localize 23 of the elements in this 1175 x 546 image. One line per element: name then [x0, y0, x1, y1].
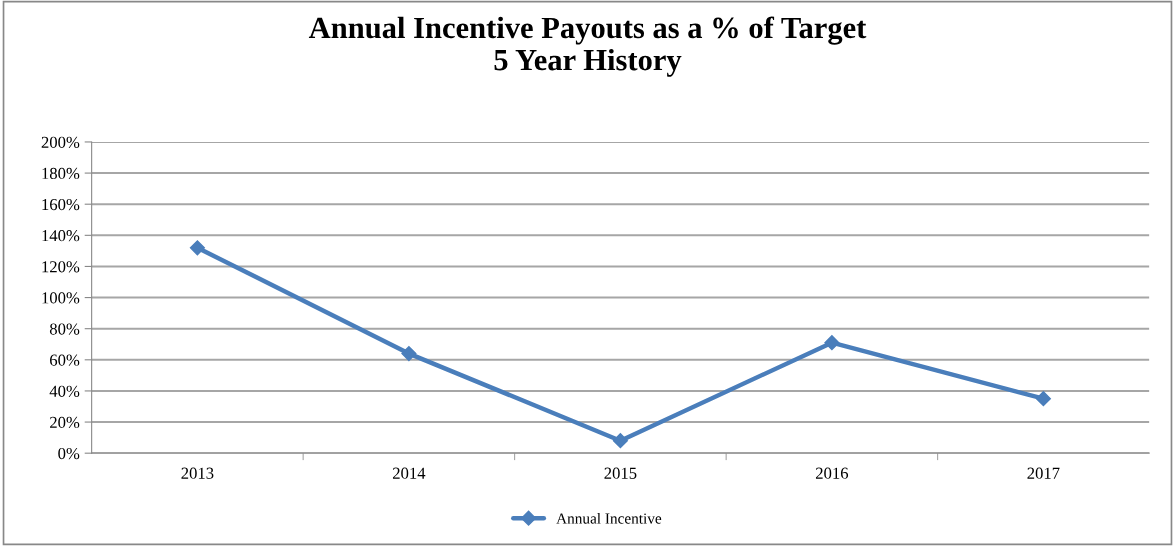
y-tick-label: 100% [42, 292, 80, 304]
legend-label: Annual Incentive [556, 512, 662, 524]
y-tick-label: 120% [42, 261, 80, 273]
y-tick-label: 80% [49, 323, 80, 335]
point [1035, 391, 1051, 407]
y-tick-label: 60% [50, 354, 80, 366]
y-tick-label: 160% [42, 198, 80, 211]
y-tick-label: 140% [42, 230, 80, 242]
point [401, 346, 417, 362]
x-tick-label: 2016 [815, 467, 849, 479]
y-tick-label: 180% [42, 167, 80, 180]
point [612, 433, 628, 449]
x-tick-label: 2014 [392, 467, 426, 479]
chart-title: Annual Incentive Payouts as a % of Target 5 Year History [308, 16, 867, 77]
x-tick-label: 2017 [1027, 467, 1060, 479]
point [189, 240, 205, 256]
point [824, 335, 840, 351]
y-tick-label: 200% [41, 136, 80, 148]
y-tick-label: 20% [50, 416, 80, 429]
y-tick-label: 40% [49, 385, 80, 397]
x-tick-label: 2013 [181, 467, 214, 479]
x-tick-label: 2015 [604, 467, 637, 479]
y-tick-label: 0% [58, 447, 80, 460]
